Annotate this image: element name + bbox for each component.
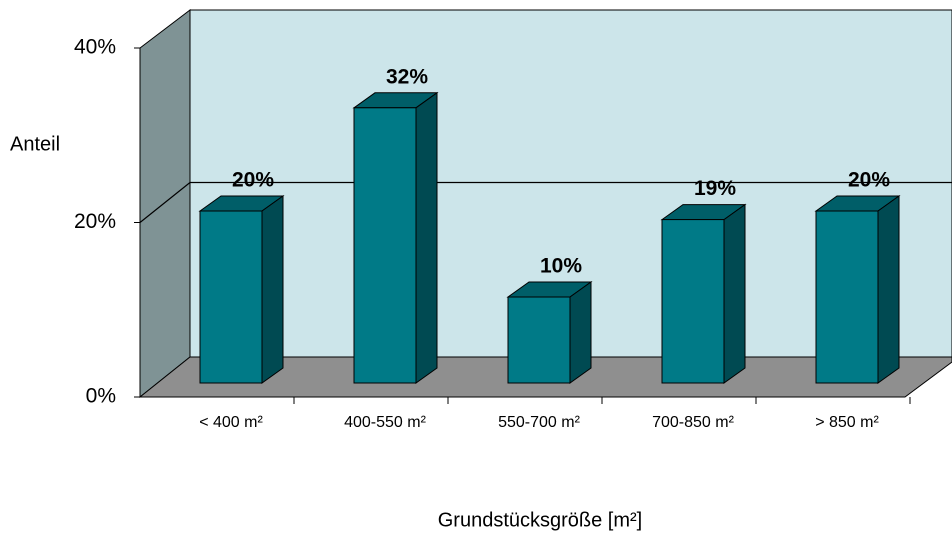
x-tick-label: > 850 m² bbox=[815, 414, 879, 431]
x-tick-label: 550-700 m² bbox=[498, 414, 580, 431]
data-label: 20% bbox=[232, 169, 274, 192]
data-label: 19% bbox=[694, 177, 736, 200]
x-axis-label: Grundstücksgröße [m²] bbox=[438, 509, 643, 531]
bar bbox=[353, 107, 417, 384]
data-label: 20% bbox=[848, 169, 890, 192]
bar bbox=[815, 210, 879, 384]
bar-side bbox=[877, 195, 900, 384]
bar bbox=[661, 219, 725, 384]
bar-side bbox=[415, 91, 438, 384]
y-axis-label: Anteil bbox=[10, 133, 60, 155]
y-tick-label: 0% bbox=[86, 385, 116, 408]
bar-side bbox=[569, 281, 592, 384]
bar bbox=[507, 296, 571, 384]
grid-line bbox=[139, 181, 952, 223]
data-label: 10% bbox=[540, 255, 582, 278]
side-wall bbox=[139, 8, 191, 399]
x-tick-label: 400-550 m² bbox=[344, 414, 426, 431]
x-tick-label: < 400 m² bbox=[199, 414, 263, 431]
y-tick-label: 40% bbox=[74, 36, 116, 59]
data-label: 32% bbox=[386, 65, 428, 88]
bar-side bbox=[723, 203, 746, 384]
x-tick-label: 700-850 m² bbox=[652, 414, 734, 431]
bar bbox=[199, 210, 263, 384]
bar-side bbox=[261, 195, 284, 384]
y-tick-label: 20% bbox=[74, 210, 116, 233]
